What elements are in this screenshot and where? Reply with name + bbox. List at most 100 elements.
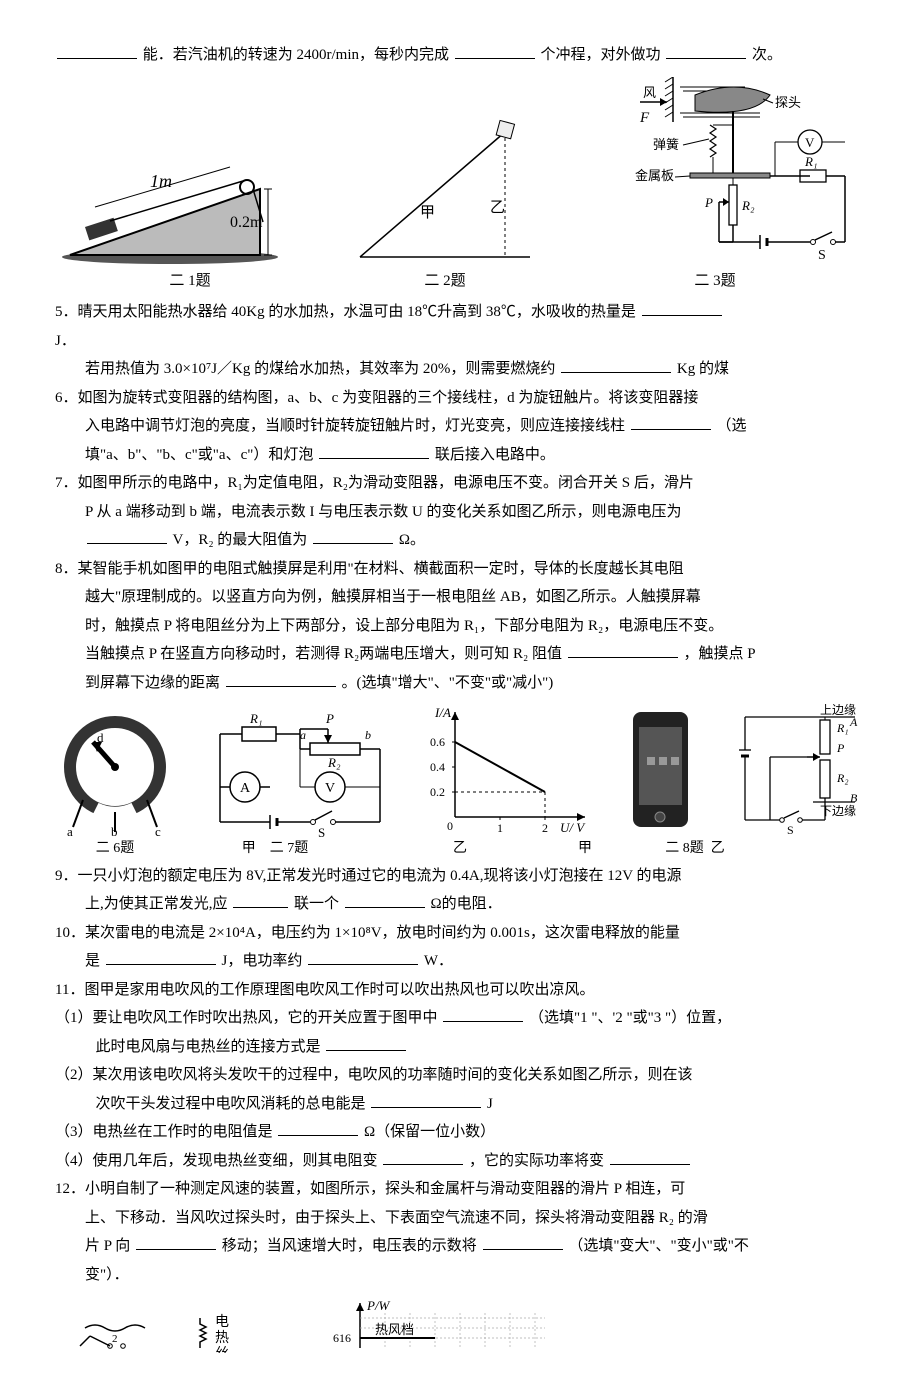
- text: P 从 a 端移动到 b 端，电流表示数 I 与电压表示数 U 的变化关系如图乙…: [85, 504, 682, 520]
- question-8b: 越大"原理制成的。以竖直方向为例，触摸屏相当于一根电阻丝 AB，如图乙所示。人触…: [55, 585, 865, 611]
- text: Kg 的煤: [677, 361, 729, 377]
- question-11: 11．图甲是家用电吹风的工作原理图电吹风工作时可以吹出热风也可以吹出凉风。: [55, 978, 865, 1004]
- label-R1: R₁: [249, 711, 262, 726]
- text: （2）某次用该电吹风将头发吹干的过程中，电吹风的功率随时间的变化关系如图乙所示，…: [55, 1067, 693, 1083]
- text: 若用热值为 3.0×10⁷J／Kg 的煤给水加热，其效率为 20%，则需要燃烧约: [85, 361, 555, 377]
- blank[interactable]: [319, 443, 429, 458]
- figure-graph-7b: I/A U/ V 0.2 0.4 0.6 1 2 0: [425, 702, 595, 837]
- figure-row-2: d a b c R₁ P a b R₂: [55, 702, 865, 837]
- label-c: c: [155, 824, 161, 837]
- blank[interactable]: [278, 1121, 358, 1136]
- label-spring: 弹簧: [653, 137, 679, 152]
- blank[interactable]: [371, 1093, 481, 1108]
- blank[interactable]: [483, 1235, 563, 1250]
- cap-jia: 甲: [242, 841, 256, 856]
- label-xaxis: U/ V: [560, 820, 586, 835]
- text: （选填"变大"、"变小"或"不: [568, 1238, 749, 1254]
- text: 填"a、b"、"b、c"或"a、c"）和灯泡: [85, 447, 313, 463]
- question-11-1b: 此时电风扇与电热丝的连接方式是: [55, 1035, 865, 1061]
- blank[interactable]: [568, 643, 678, 658]
- figure-power-graph: P/W 616 热风档: [315, 1298, 575, 1353]
- question-11-4: （4）使用几年后，发现电热丝变细，则其电阻变 ，它的实际功率将变: [55, 1149, 865, 1175]
- svg-text:2: 2: [112, 1333, 118, 1345]
- blank[interactable]: [443, 1007, 523, 1022]
- label-616: 616: [333, 1331, 351, 1345]
- blank[interactable]: [383, 1150, 463, 1165]
- blank[interactable]: [561, 358, 671, 373]
- blank[interactable]: [642, 301, 722, 316]
- text: （4）使用几年后，发现电热丝变细，则其电阻变: [55, 1153, 378, 1169]
- question-11-3: （3）电热丝在工作时的电阻值是 Ω（保留一位小数）: [55, 1120, 865, 1146]
- blank[interactable]: [345, 893, 425, 908]
- figure-wind-circuit: 风 F 探头 弹簧 金属板 P R₂ R₁: [605, 77, 865, 267]
- label-heater2: 热: [215, 1330, 229, 1346]
- question-11-2: （2）某次用该电吹风将头发吹干的过程中，电吹风的功率随时间的变化关系如图乙所示，…: [55, 1063, 865, 1089]
- text: 次。: [752, 47, 782, 63]
- blank[interactable]: [666, 44, 746, 59]
- text: 到屏幕下边缘的距离: [85, 675, 220, 691]
- blank[interactable]: [226, 671, 336, 686]
- label-hot: 热风档: [375, 1322, 414, 1337]
- caption-3: 二 3题: [585, 269, 845, 295]
- figure-rotary-rheostat: d a b c: [55, 712, 175, 837]
- cap-7: 二 7题: [270, 841, 309, 856]
- figure-phone: [620, 707, 700, 837]
- question-9b: 上,为使其正常发光,应 联一个 Ω的电阻．: [55, 892, 865, 918]
- label-S: S: [318, 825, 325, 837]
- text: 5．晴天用太阳能热水器给 40Kg 的水加热，水温可由 18℃升高到 38℃，水…: [55, 304, 636, 320]
- blank[interactable]: [455, 44, 535, 59]
- blank[interactable]: [57, 44, 137, 59]
- caption-1: 二 1题: [75, 269, 305, 295]
- question-12: 12．小明自制了一种测定风速的装置，如图所示，探头和金属杆与滑动变阻器的滑片 P…: [55, 1177, 865, 1203]
- label-A: A: [240, 781, 251, 796]
- blank[interactable]: [233, 893, 288, 908]
- label-plate: 金属板: [635, 168, 674, 183]
- text: 入电路中调节灯泡的亮度，当顺时针旋转旋钮触片时，灯光变亮，则应连接接线柱: [85, 418, 625, 434]
- label-jia: 甲: [420, 205, 435, 221]
- blank[interactable]: [610, 1150, 690, 1165]
- figure-row-1: 1m 0.2m 甲 乙: [55, 77, 865, 267]
- question-5b: J．: [55, 329, 865, 355]
- label-yaxis: I/A: [434, 705, 451, 720]
- text: 越大"原理制成的。以竖直方向为例，触摸屏相当于一根电阻丝 AB，如图乙所示。人触…: [85, 589, 701, 605]
- text: ，触摸点 P: [684, 646, 756, 662]
- text: 9．一只小灯泡的额定电压为 8V,正常发光时通过它的电流为 0.4A,现将该小灯…: [55, 868, 682, 884]
- text: （3）电热丝在工作时的电阻值是: [55, 1124, 273, 1140]
- blank[interactable]: [136, 1235, 216, 1250]
- text: 7．如图甲所示的电路中，R₁为定值电阻，R₂为滑动变阻器，电源电压不变。闭合开关…: [55, 475, 694, 491]
- blank[interactable]: [313, 529, 393, 544]
- text: J．: [55, 333, 76, 349]
- label-S: S: [818, 248, 826, 263]
- question-7: 7．如图甲所示的电路中，R₁为定值电阻，R₂为滑动变阻器，电源电压不变。闭合开关…: [55, 471, 865, 497]
- question-12d: 变"）．: [55, 1263, 865, 1289]
- blank[interactable]: [106, 950, 216, 965]
- label-wind: 风: [643, 85, 656, 100]
- label-heater3: 丝: [215, 1346, 229, 1353]
- text: （选: [717, 418, 747, 434]
- blank[interactable]: [308, 950, 418, 965]
- ytick: 0.2: [430, 785, 445, 799]
- figure-triangle: 甲 乙: [345, 117, 545, 267]
- label-A: A: [849, 715, 858, 729]
- blank[interactable]: [631, 415, 711, 430]
- text: J: [487, 1096, 493, 1112]
- text: 12．小明自制了一种测定风速的装置，如图所示，探头和金属杆与滑动变阻器的滑片 P…: [55, 1181, 685, 1197]
- question-6b: 入电路中调节灯泡的亮度，当顺时针旋转旋钮触片时，灯光变亮，则应连接接线柱 （选: [55, 414, 865, 440]
- text: 当触摸点 P 在竖直方向移动时，若测得 R₂两端电压增大，则可知 R₂ 阻值: [85, 646, 562, 662]
- label-R1: R₁: [836, 721, 849, 735]
- blank[interactable]: [87, 529, 167, 544]
- text: 次吹干头发过程中电吹风消耗的总电能是: [96, 1096, 366, 1112]
- question-11-2b: 次吹干头发过程中电吹风消耗的总电能是 J: [55, 1092, 865, 1118]
- blank[interactable]: [326, 1036, 406, 1051]
- question-7b: P 从 a 端移动到 b 端，电流表示数 I 与电压表示数 U 的变化关系如图乙…: [55, 500, 865, 526]
- question-8d: 当触摸点 P 在竖直方向移动时，若测得 R₂两端电压增大，则可知 R₂ 阻值 ，…: [55, 642, 865, 668]
- label-d: d: [97, 730, 104, 745]
- question-8: 8．某智能手机如图甲的电阻式触摸屏是利用"在材料、横截面积一定时，导体的长度越长…: [55, 557, 865, 583]
- text: J，电功率约: [222, 953, 303, 969]
- text: （1）要让电吹风工作时吹出热风，它的开关应置于图甲中: [55, 1010, 438, 1026]
- question-12b: 上、下移动．当风吹过探头时，由于探头上、下表面空气流速不同，探头将滑动变阻器 R…: [55, 1206, 865, 1232]
- label-probe: 探头: [775, 95, 801, 110]
- label-V: V: [325, 781, 335, 796]
- cap-8: 二 8题: [665, 841, 704, 856]
- label-P: P: [836, 741, 845, 755]
